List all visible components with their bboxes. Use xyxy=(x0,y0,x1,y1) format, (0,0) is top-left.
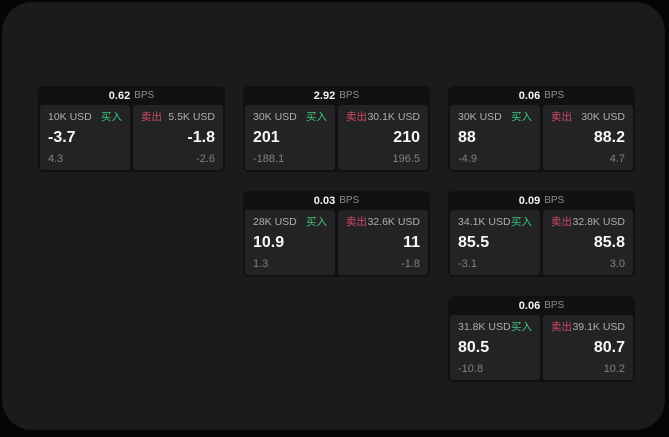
buy-tag: 买入 xyxy=(101,111,122,123)
spread-header: 0.06 BPS xyxy=(448,86,635,105)
sell-price: 210 xyxy=(393,129,420,146)
buy-price: 85.5 xyxy=(458,234,490,251)
quote-body: 10K USD 买入 -3.7 4.3 卖出 5.5K USD -1.8 -2.… xyxy=(38,105,225,172)
buy-tile[interactable]: 34.1K USD 买入 85.5 -3.1 xyxy=(450,210,540,275)
sell-tile[interactable]: 卖出 5.5K USD -1.8 -2.6 xyxy=(133,105,223,170)
sell-price: -1.8 xyxy=(187,129,215,146)
buy-price: -3.7 xyxy=(48,129,76,146)
quote-card-4: 0.03 BPS 28K USD 买入 10.9 1.3 卖出 32.6K US… xyxy=(243,191,430,277)
spread-value: 0.06 xyxy=(518,89,541,102)
sell-tile[interactable]: 卖出 30.1K USD 210 196.5 xyxy=(338,105,428,170)
buy-tag: 买入 xyxy=(306,216,327,228)
sell-tag: 卖出 xyxy=(346,216,367,228)
sell-amount: 32.6K USD xyxy=(367,216,420,228)
buy-sub-value: -3.1 xyxy=(458,258,477,270)
buy-tile[interactable]: 30K USD 买入 201 -188.1 xyxy=(245,105,335,170)
spread-unit: BPS xyxy=(544,195,565,206)
sell-sub-value: 10.2 xyxy=(603,363,625,375)
quote-body: 28K USD 买入 10.9 1.3 卖出 32.6K USD 11 -1.8 xyxy=(243,210,430,277)
buy-price: 10.9 xyxy=(253,234,285,251)
sell-amount: 30K USD xyxy=(581,111,625,123)
spread-value: 0.09 xyxy=(518,194,541,207)
spread-unit: BPS xyxy=(544,300,565,311)
sell-tag: 卖出 xyxy=(551,321,572,333)
buy-price: 201 xyxy=(253,129,280,146)
buy-sub-value: -4.9 xyxy=(458,153,477,165)
buy-tag: 买入 xyxy=(511,216,532,228)
sell-price: 80.7 xyxy=(593,339,625,356)
sell-sub-value: -2.6 xyxy=(196,153,215,165)
quote-body: 30K USD 买入 88 -4.9 卖出 30K USD 88.2 4.7 xyxy=(448,105,635,172)
spread-unit: BPS xyxy=(339,195,360,206)
sell-amount: 39.1K USD xyxy=(572,321,625,333)
quote-card-5: 0.09 BPS 34.1K USD 买入 85.5 -3.1 卖出 32.8K… xyxy=(448,191,635,277)
buy-sub-value: -10.8 xyxy=(458,363,484,375)
sell-tile[interactable]: 卖出 30K USD 88.2 4.7 xyxy=(543,105,633,170)
buy-price: 80.5 xyxy=(458,339,490,356)
spread-header: 2.92 BPS xyxy=(243,86,430,105)
buy-sub-value: 4.3 xyxy=(48,153,64,165)
spread-unit: BPS xyxy=(544,90,565,101)
sell-tile[interactable]: 卖出 39.1K USD 80.7 10.2 xyxy=(543,315,633,380)
buy-sub-value: -188.1 xyxy=(253,153,285,165)
spread-header: 0.03 BPS xyxy=(243,191,430,210)
sell-tile[interactable]: 卖出 32.6K USD 11 -1.8 xyxy=(338,210,428,275)
quote-card-1: 0.62 BPS 10K USD 买入 -3.7 4.3 卖出 5.5K USD… xyxy=(38,86,225,172)
sell-tag: 卖出 xyxy=(551,216,572,228)
quote-body: 31.8K USD 买入 80.5 -10.8 卖出 39.1K USD 80.… xyxy=(448,315,635,382)
buy-tile[interactable]: 10K USD 买入 -3.7 4.3 xyxy=(40,105,130,170)
spread-value: 0.06 xyxy=(518,299,541,312)
spread-unit: BPS xyxy=(339,90,360,101)
spread-unit: BPS xyxy=(134,90,155,101)
quote-card-3: 0.06 BPS 30K USD 买入 88 -4.9 卖出 30K USD 8… xyxy=(448,86,635,172)
sell-price: 85.8 xyxy=(593,234,625,251)
quote-card-6: 0.06 BPS 31.8K USD 买入 80.5 -10.8 卖出 39.1… xyxy=(448,296,635,382)
spread-value: 0.62 xyxy=(108,89,131,102)
buy-price: 88 xyxy=(458,129,476,146)
sell-tag: 卖出 xyxy=(551,111,572,123)
spread-value: 2.92 xyxy=(313,89,336,102)
buy-amount: 30K USD xyxy=(253,111,297,123)
sell-tag: 卖出 xyxy=(346,111,367,123)
buy-tag: 买入 xyxy=(306,111,327,123)
quote-body: 34.1K USD 买入 85.5 -3.1 卖出 32.8K USD 85.8… xyxy=(448,210,635,277)
buy-amount: 30K USD xyxy=(458,111,502,123)
quotes-panel: 0.62 BPS 10K USD 买入 -3.7 4.3 卖出 5.5K USD… xyxy=(2,2,665,430)
sell-amount: 32.8K USD xyxy=(572,216,625,228)
sell-sub-value: 196.5 xyxy=(392,153,420,165)
sell-amount: 30.1K USD xyxy=(367,111,420,123)
quote-card-2: 2.92 BPS 30K USD 买入 201 -188.1 卖出 30.1K … xyxy=(243,86,430,172)
spread-header: 0.62 BPS xyxy=(38,86,225,105)
quote-body: 30K USD 买入 201 -188.1 卖出 30.1K USD 210 1… xyxy=(243,105,430,172)
sell-amount: 5.5K USD xyxy=(168,111,215,123)
buy-tag: 买入 xyxy=(511,111,532,123)
buy-amount: 10K USD xyxy=(48,111,92,123)
sell-sub-value: -1.8 xyxy=(401,258,420,270)
buy-tag: 买入 xyxy=(511,321,532,333)
buy-tile[interactable]: 31.8K USD 买入 80.5 -10.8 xyxy=(450,315,540,380)
sell-sub-value: 3.0 xyxy=(609,258,625,270)
sell-tag: 卖出 xyxy=(141,111,162,123)
sell-tile[interactable]: 卖出 32.8K USD 85.8 3.0 xyxy=(543,210,633,275)
buy-tile[interactable]: 28K USD 买入 10.9 1.3 xyxy=(245,210,335,275)
buy-amount: 31.8K USD xyxy=(458,321,511,333)
buy-tile[interactable]: 30K USD 买入 88 -4.9 xyxy=(450,105,540,170)
buy-sub-value: 1.3 xyxy=(253,258,269,270)
sell-price: 88.2 xyxy=(593,129,625,146)
buy-amount: 28K USD xyxy=(253,216,297,228)
spread-header: 0.09 BPS xyxy=(448,191,635,210)
sell-sub-value: 4.7 xyxy=(609,153,625,165)
spread-value: 0.03 xyxy=(313,194,336,207)
sell-price: 11 xyxy=(403,234,420,251)
buy-amount: 34.1K USD xyxy=(458,216,511,228)
spread-header: 0.06 BPS xyxy=(448,296,635,315)
